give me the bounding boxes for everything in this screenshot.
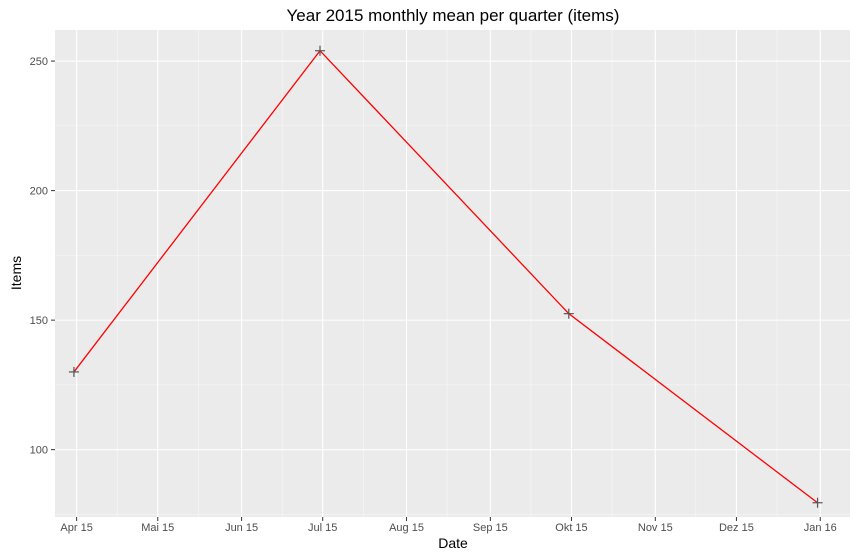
series-layer [68,45,823,508]
x-axis-title: Date [438,535,468,551]
data-point [563,308,574,319]
x-tick-label: Jul 15 [308,522,337,534]
x-tick-label: Sep 15 [473,522,508,534]
minor-gridlines [55,30,850,517]
axes-layer: Apr 15 Mai 15 Jun 15 Jul 15 Aug 15 Sep 15 Okt … [30,56,837,534]
x-tick-label: Dez 15 [719,522,754,534]
y-tick-label: 150 [30,315,48,327]
plot-panel [55,30,850,517]
x-tick-label: Apr 15 [60,522,92,534]
major-gridlines [55,30,850,517]
y-tick-label: 200 [30,186,48,198]
x-tick-label: Aug 15 [389,522,424,534]
y-tick-label: 100 [30,445,48,457]
data-point [68,366,79,377]
x-tick-label: Jun 15 [225,522,258,534]
series-line [73,49,818,504]
chart-title: Year 2015 monthly mean per quarter (item… [287,6,620,25]
x-tick-label: Nov 15 [638,522,673,534]
y-tick-label: 250 [30,56,48,68]
data-point [812,497,823,508]
data-point [315,45,325,56]
x-tick-label: Jan 16 [804,522,837,534]
y-axis-title: Items [8,256,24,290]
x-tick-label: Okt 15 [555,522,587,534]
x-tick-label: Mai 15 [141,522,174,534]
